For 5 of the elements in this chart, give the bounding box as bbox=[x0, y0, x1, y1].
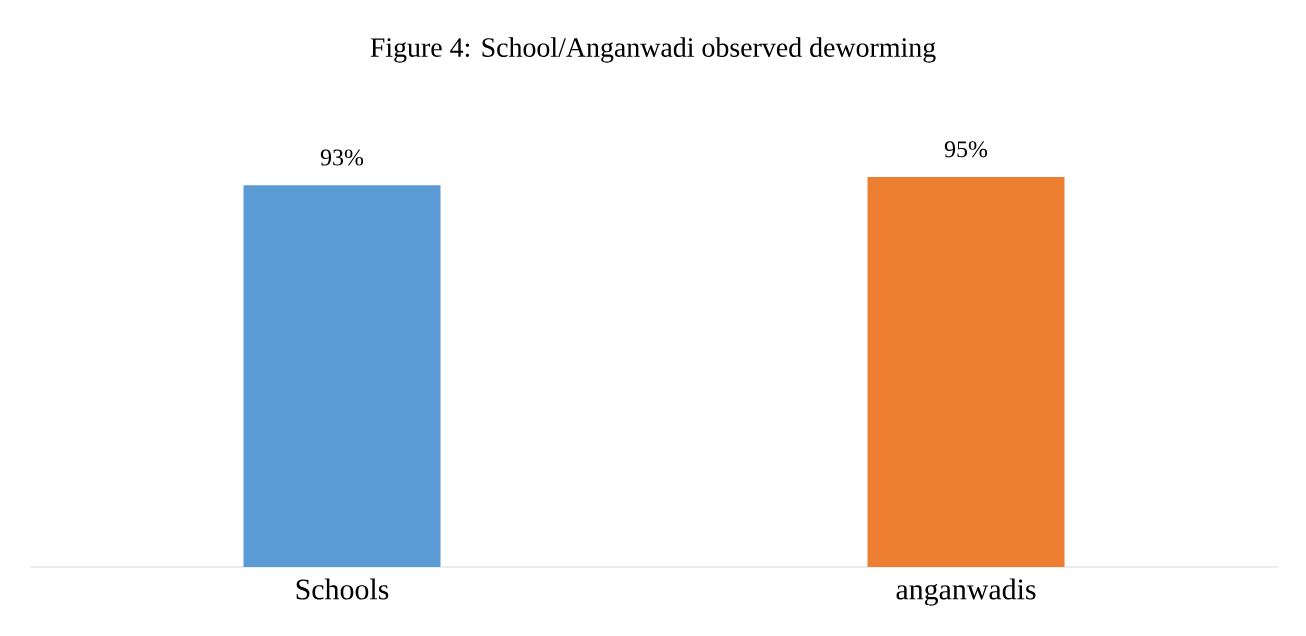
chart-title: Figure 4: School/Anganwadi observed deworming bbox=[370, 37, 936, 63]
data-label: 93% bbox=[320, 149, 364, 166]
data-label: 95% bbox=[944, 141, 988, 158]
x-tick-label: anganwadis bbox=[896, 578, 1036, 606]
x-tick-label: Schools bbox=[296, 578, 389, 600]
